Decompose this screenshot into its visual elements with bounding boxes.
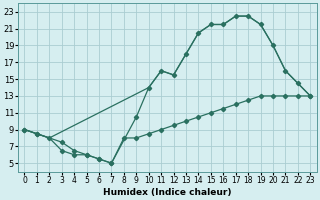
- X-axis label: Humidex (Indice chaleur): Humidex (Indice chaleur): [103, 188, 232, 197]
